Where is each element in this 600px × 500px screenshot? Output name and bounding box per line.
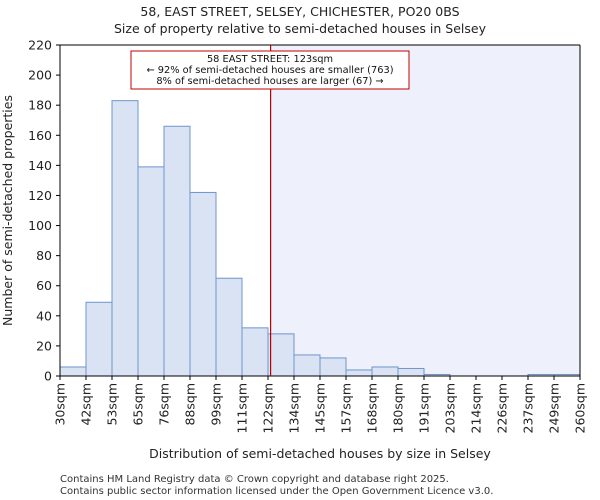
chart-subtitle: Size of property relative to semi-detach…: [114, 21, 486, 36]
x-tick-label: 88sqm: [183, 383, 198, 426]
y-tick-label: 200: [28, 68, 52, 83]
x-tick-label: 203sqm: [443, 383, 458, 433]
x-tick-label: 249sqm: [547, 383, 562, 433]
bar: [345, 369, 373, 377]
y-tick-label: 60: [36, 278, 52, 293]
x-tick-label: 42sqm: [79, 383, 94, 426]
annotation-text: 58 EAST STREET: 123sqm: [207, 54, 333, 65]
x-tick-label: 53sqm: [105, 383, 120, 426]
x-tick-label: 214sqm: [469, 383, 484, 433]
bar: [397, 367, 425, 377]
x-tick-label: 76sqm: [157, 383, 172, 426]
x-tick-label: 134sqm: [287, 383, 302, 433]
x-tick-label: 226sqm: [495, 383, 510, 433]
footer-copyright: Contains HM Land Registry data © Crown c…: [60, 474, 449, 485]
bar: [267, 333, 295, 377]
x-tick-label: 99sqm: [209, 383, 224, 426]
x-tick-label: 65sqm: [131, 383, 146, 426]
x-tick-label: 180sqm: [391, 383, 406, 433]
y-tick-label: 220: [28, 38, 52, 53]
annotation-box: [130, 50, 410, 90]
y-axis-label: Number of semi-detached properties: [0, 95, 15, 326]
highlight-region: [270, 45, 580, 376]
chart-title: 58, EAST STREET, SELSEY, CHICHESTER, PO2…: [140, 4, 460, 19]
bar: [371, 366, 399, 377]
y-tick-label: 160: [28, 128, 52, 143]
x-tick-label: 145sqm: [313, 383, 328, 433]
annotation-text: ← 92% of semi-detached houses are smalle…: [146, 65, 393, 76]
bar: [163, 125, 191, 377]
x-tick-label: 30sqm: [53, 383, 68, 426]
bar: [85, 301, 113, 377]
y-tick-label: 100: [28, 218, 52, 233]
bar: [215, 277, 243, 377]
x-tick-label: 237sqm: [521, 383, 536, 433]
footer-licence: Contains public sector information licen…: [60, 486, 494, 497]
y-tick-label: 120: [28, 188, 52, 203]
y-tick-label: 40: [36, 308, 52, 323]
bar: [111, 100, 139, 377]
x-axis-label: Distribution of semi-detached houses by …: [149, 446, 491, 461]
y-tick-label: 80: [36, 248, 52, 263]
bar: [293, 354, 321, 377]
bar: [59, 366, 87, 377]
x-tick-label: 168sqm: [365, 383, 380, 433]
y-tick-label: 180: [28, 98, 52, 113]
x-tick-label: 122sqm: [261, 383, 276, 433]
bar: [137, 166, 165, 377]
bar: [189, 191, 217, 377]
annotation-text: 8% of semi-detached houses are larger (6…: [156, 76, 383, 87]
x-tick-label: 111sqm: [235, 383, 250, 433]
y-tick-label: 0: [44, 369, 52, 384]
x-tick-label: 157sqm: [339, 383, 354, 433]
y-tick-label: 140: [28, 158, 52, 173]
bar: [319, 357, 347, 377]
y-tick-label: 20: [36, 338, 52, 353]
x-tick-label: 191sqm: [417, 383, 432, 433]
x-tick-label: 260sqm: [573, 383, 588, 433]
bar: [241, 327, 269, 377]
